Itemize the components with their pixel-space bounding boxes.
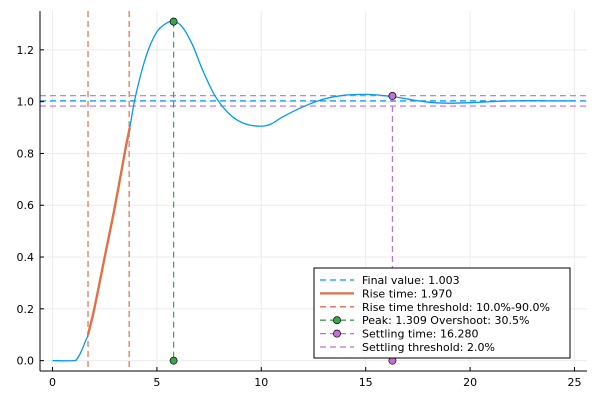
legend-label: Rise time threshold: 10.0%-90.0% xyxy=(362,301,550,314)
y-tick-label: 0.2 xyxy=(17,303,35,316)
x-tick-label: 5 xyxy=(153,376,160,389)
legend-label: Settling time: 16.280 xyxy=(362,328,478,341)
x-tick-label: 25 xyxy=(567,376,581,389)
legend-label: Settling threshold: 2.0% xyxy=(362,341,495,354)
y-tick-label: 0.6 xyxy=(17,199,35,212)
x-tick-label: 20 xyxy=(463,376,477,389)
grid xyxy=(40,11,587,371)
settling-marker xyxy=(388,91,397,100)
series xyxy=(52,20,575,362)
rise-time-segment xyxy=(86,127,131,336)
y-tick-label: 0.8 xyxy=(17,147,35,160)
peak-base-marker xyxy=(169,356,178,365)
x-tick-label: 0 xyxy=(49,376,56,389)
x-tick-label: 15 xyxy=(359,376,373,389)
y-tick-label: 0.0 xyxy=(17,355,35,368)
y-tick-label: 1.0 xyxy=(17,96,35,109)
y-tick-label: 0.4 xyxy=(17,251,35,264)
legend-label: Peak: 1.309 Overshoot: 30.5% xyxy=(362,314,529,327)
markers xyxy=(169,17,397,365)
legend-label: Rise time: 1.970 xyxy=(362,287,452,300)
axes: 0 5 10 15 20 25 0.0 0.2 0.4 0.6 0.8 1.0 1.2 xyxy=(17,11,587,389)
legend-label: Final value: 1.003 xyxy=(362,274,460,287)
legend-swatch-marker xyxy=(333,329,341,338)
x-tick-label: 10 xyxy=(254,376,268,389)
legend-box xyxy=(313,267,571,359)
peak-marker xyxy=(169,17,178,26)
legend-swatch-marker xyxy=(333,316,341,325)
y-tick-label: 1.2 xyxy=(17,44,35,57)
